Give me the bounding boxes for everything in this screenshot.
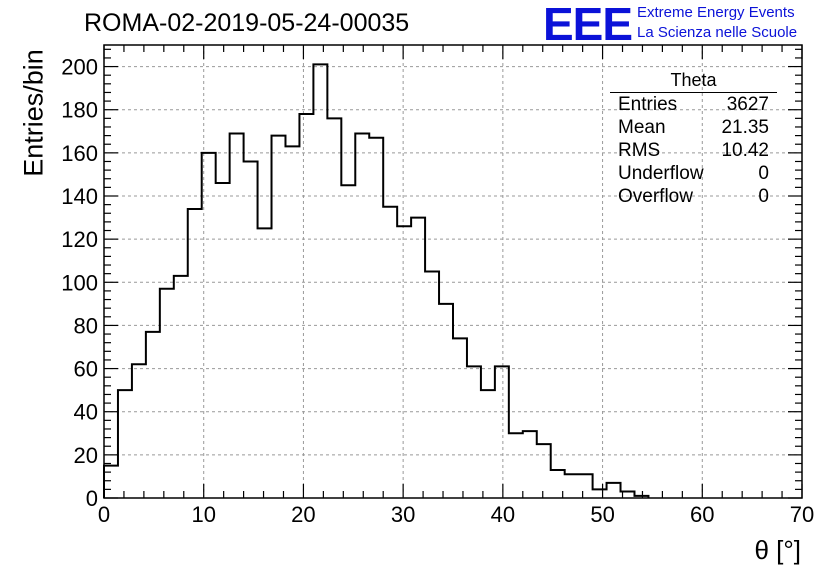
logo-tagline-1: Extreme Energy Events bbox=[637, 4, 795, 21]
stats-value: 10.42 bbox=[721, 140, 769, 161]
x-tick-label: 30 bbox=[391, 502, 415, 527]
stats-row-underflow: Underflow 0 bbox=[610, 162, 777, 185]
y-tick-label: 140 bbox=[61, 184, 98, 209]
stats-row-entries: Entries 3627 bbox=[610, 93, 777, 116]
stats-label: Overflow bbox=[618, 186, 693, 207]
x-tick-label: 50 bbox=[590, 502, 614, 527]
histogram-line bbox=[103, 63, 650, 498]
stats-row-overflow: Overflow 0 bbox=[610, 185, 777, 208]
x-axis-label: θ [°] bbox=[754, 535, 801, 565]
y-tick-label: 120 bbox=[61, 227, 98, 252]
y-tick-label: 20 bbox=[74, 443, 98, 468]
y-tick-label: 100 bbox=[61, 270, 98, 295]
stats-value: 0 bbox=[758, 186, 769, 207]
y-tick-label: 40 bbox=[74, 400, 98, 425]
x-tick-label: 60 bbox=[690, 502, 714, 527]
y-axis-label: Entries/bin bbox=[18, 49, 49, 177]
stats-row-mean: Mean 21.35 bbox=[610, 116, 777, 139]
stats-value: 0 bbox=[758, 163, 769, 184]
stats-label: Underflow bbox=[618, 163, 704, 184]
x-tick-label: 10 bbox=[191, 502, 215, 527]
grid-lines bbox=[104, 45, 802, 498]
page-title: ROMA-02-2019-05-24-00035 bbox=[84, 9, 410, 37]
x-tick-label: 20 bbox=[291, 502, 315, 527]
axis-ticks bbox=[103, 45, 803, 499]
y-tick-label: 200 bbox=[61, 55, 98, 80]
stats-label: Entries bbox=[618, 94, 678, 115]
y-tick-label: 0 bbox=[86, 486, 98, 511]
y-tick-label: 60 bbox=[74, 357, 98, 382]
x-tick-label: 40 bbox=[491, 502, 515, 527]
tick-labels: 0 10 20 30 40 50 60 70 0 20 40 60 80 100 120 140 160 180 2… bbox=[61, 55, 814, 527]
y-tick-label: 180 bbox=[61, 98, 98, 123]
stats-title: Theta bbox=[610, 70, 777, 93]
y-tick-label: 160 bbox=[61, 141, 98, 166]
eee-logo: EEE bbox=[543, 0, 633, 50]
x-tick-label: 0 bbox=[98, 502, 110, 527]
plot-frame bbox=[103, 44, 803, 499]
stats-box: Theta Entries 3627 Mean 21.35 RMS 10.42 … bbox=[610, 70, 777, 208]
y-tick-label: 80 bbox=[74, 313, 98, 338]
stats-label: Mean bbox=[618, 117, 666, 138]
logo-tagline-2: La Scienza nelle Scuole bbox=[637, 24, 798, 41]
stats-label: RMS bbox=[618, 140, 661, 161]
stats-row-rms: RMS 10.42 bbox=[610, 139, 777, 162]
stats-value: 21.35 bbox=[721, 117, 769, 138]
stats-value: 3627 bbox=[726, 94, 769, 115]
x-tick-label: 70 bbox=[790, 502, 814, 527]
